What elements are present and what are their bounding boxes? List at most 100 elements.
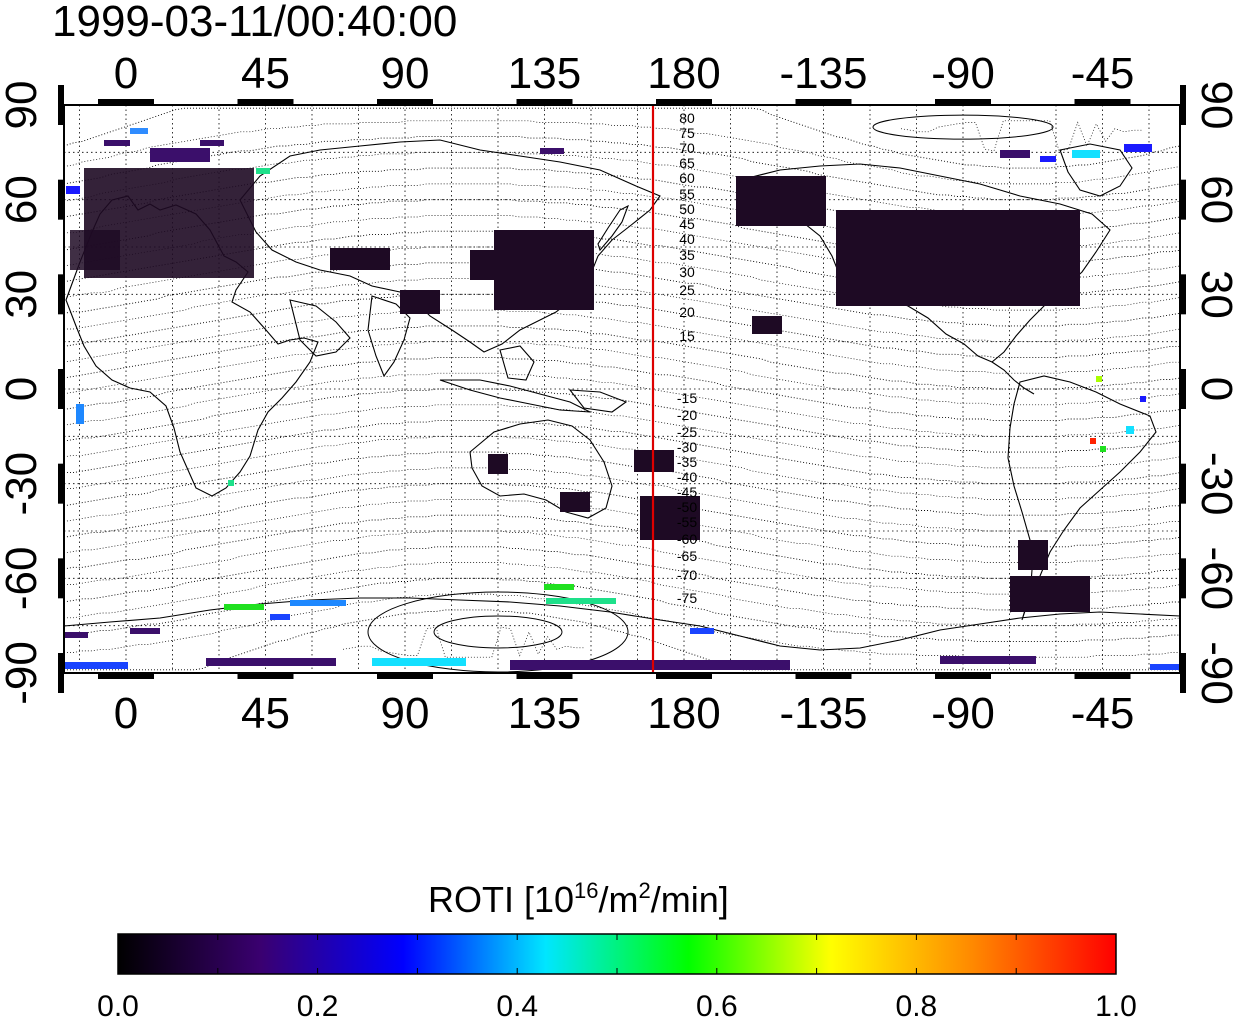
coastlines: [64, 139, 1180, 651]
bottom-lon-label: 135: [508, 689, 581, 738]
contour-loop: [433, 615, 563, 649]
bottom-lon-label: 45: [241, 689, 290, 738]
frame-tick-top: [935, 99, 991, 105]
right-lat-label: -60: [1192, 547, 1240, 611]
coastline-central-america: [991, 361, 1035, 395]
coastline-borneo: [499, 345, 535, 381]
contour-label-south: -50: [677, 499, 697, 515]
frame-tick-top: [237, 99, 294, 105]
top-lon-label: 135: [508, 49, 581, 98]
contour-line: [64, 420, 1180, 485]
roti-patch: [1000, 150, 1030, 158]
frame-tick-bottom: [935, 673, 991, 679]
contour-label-south: -55: [677, 514, 697, 530]
roti-cluster-alaska: [736, 176, 826, 226]
contour-label-south: -25: [677, 424, 697, 440]
colorbar-tick-label: 0.8: [896, 990, 938, 1023]
roti-patch: [1072, 150, 1100, 158]
frame-tick-right: [1180, 463, 1186, 504]
contour-label-south: -30: [677, 439, 697, 455]
roti-patch: [546, 598, 616, 604]
coastline-new-guinea: [568, 389, 628, 413]
roti-patch: [130, 128, 148, 134]
contour-label-south: -15: [677, 390, 697, 406]
contour-line: [64, 372, 1180, 437]
roti-patch: [510, 660, 790, 670]
coastline-indonesia: [439, 379, 591, 413]
frame-tick-top: [1074, 99, 1131, 105]
contour-label-north: 35: [679, 247, 695, 263]
frame-tick-top: [377, 99, 433, 105]
contour-line: [64, 388, 1180, 453]
top-lon-label: 45: [241, 49, 290, 98]
contour-line: [64, 325, 1180, 390]
bottom-lon-label: 90: [381, 689, 430, 738]
contour-label-north: 65: [679, 155, 695, 171]
colorbar-tick-label: 0.6: [696, 990, 738, 1023]
roti-cluster-nz: [640, 496, 700, 540]
bottom-longitude-labels: 0 45 90 135 180 -135 -90 -45: [114, 689, 1135, 738]
roti-patch: [470, 250, 500, 280]
contour-label-south: -70: [677, 567, 697, 583]
coastline-arabia: [289, 299, 351, 357]
frame-tick-left: [58, 274, 64, 315]
contour-label-south: -45: [677, 484, 697, 500]
frame-tick-bottom: [1074, 673, 1131, 679]
contour-label-north: 30: [679, 264, 695, 280]
colorbar-tick-label: 1.0: [1095, 990, 1137, 1023]
contour-label-north: 15: [679, 328, 695, 344]
colorbar: ROTI [1016/m2/min] 0.0 0.2 0.4 0.6 0.8 1.0: [97, 878, 1137, 1023]
roti-patch: [76, 404, 84, 424]
left-lat-label: -30: [0, 452, 46, 516]
frame-tick-left: [58, 85, 64, 125]
frame-tick-bars: [58, 85, 1186, 693]
bottom-lon-label: 180: [647, 689, 720, 738]
roti-patch: [1150, 664, 1180, 670]
left-latitude-labels: 90 60 30 0 -30 -60 -90: [0, 81, 46, 705]
colorbar-tick-label: 0.4: [496, 990, 538, 1023]
roti-patch: [560, 492, 590, 512]
coastline-japan: [597, 204, 630, 252]
frame-tick-left: [58, 463, 64, 504]
top-longitude-labels: 0 45 90 135 180 -135 -90 -45: [114, 49, 1135, 98]
contour-label-north: 60: [679, 170, 695, 186]
contour-line: [64, 562, 1180, 627]
roti-patch: [130, 628, 160, 634]
right-lat-label: 90: [1192, 81, 1240, 130]
roti-cluster-china: [494, 230, 594, 310]
roti-patch: [400, 290, 440, 314]
frame-tick-left: [58, 179, 64, 220]
roti-patch: [64, 662, 128, 669]
right-lat-label: 30: [1192, 270, 1240, 319]
frame-tick-right: [1180, 653, 1186, 693]
contour-line: [64, 278, 1180, 343]
top-lon-label: -135: [779, 49, 867, 98]
contour-line: [64, 136, 1180, 201]
roti-patch: [690, 628, 714, 634]
top-lon-label: -90: [931, 49, 995, 98]
roti-patch: [270, 614, 290, 620]
left-lat-label: 30: [0, 270, 46, 319]
roti-patch: [224, 604, 264, 610]
contour-label-north: 40: [679, 231, 695, 247]
roti-patch: [1090, 438, 1096, 444]
coastline-south-america: [1007, 375, 1157, 621]
frame-tick-top: [516, 99, 573, 105]
colorbar-tick-label: 0.0: [97, 990, 139, 1023]
frame-tick-bottom: [377, 673, 433, 679]
contour-line: [64, 120, 1180, 185]
contour-loop: [872, 114, 1054, 140]
contour-label-north: 25: [679, 282, 695, 298]
contour-line: [64, 341, 1180, 406]
right-latitude-labels: 90 60 30 0 -30 -60 -90: [1192, 81, 1240, 705]
roti-patch: [752, 316, 782, 334]
right-lat-label: -30: [1192, 452, 1240, 516]
contour-label-north: 70: [679, 140, 695, 156]
top-lon-label: -45: [1071, 49, 1135, 98]
roti-patch: [150, 148, 210, 162]
roti-patch: [544, 584, 574, 590]
roti-patch: [1040, 156, 1056, 162]
roti-patch: [66, 186, 80, 194]
contour-label-south: -40: [677, 469, 697, 485]
top-lon-label: 180: [647, 49, 720, 98]
